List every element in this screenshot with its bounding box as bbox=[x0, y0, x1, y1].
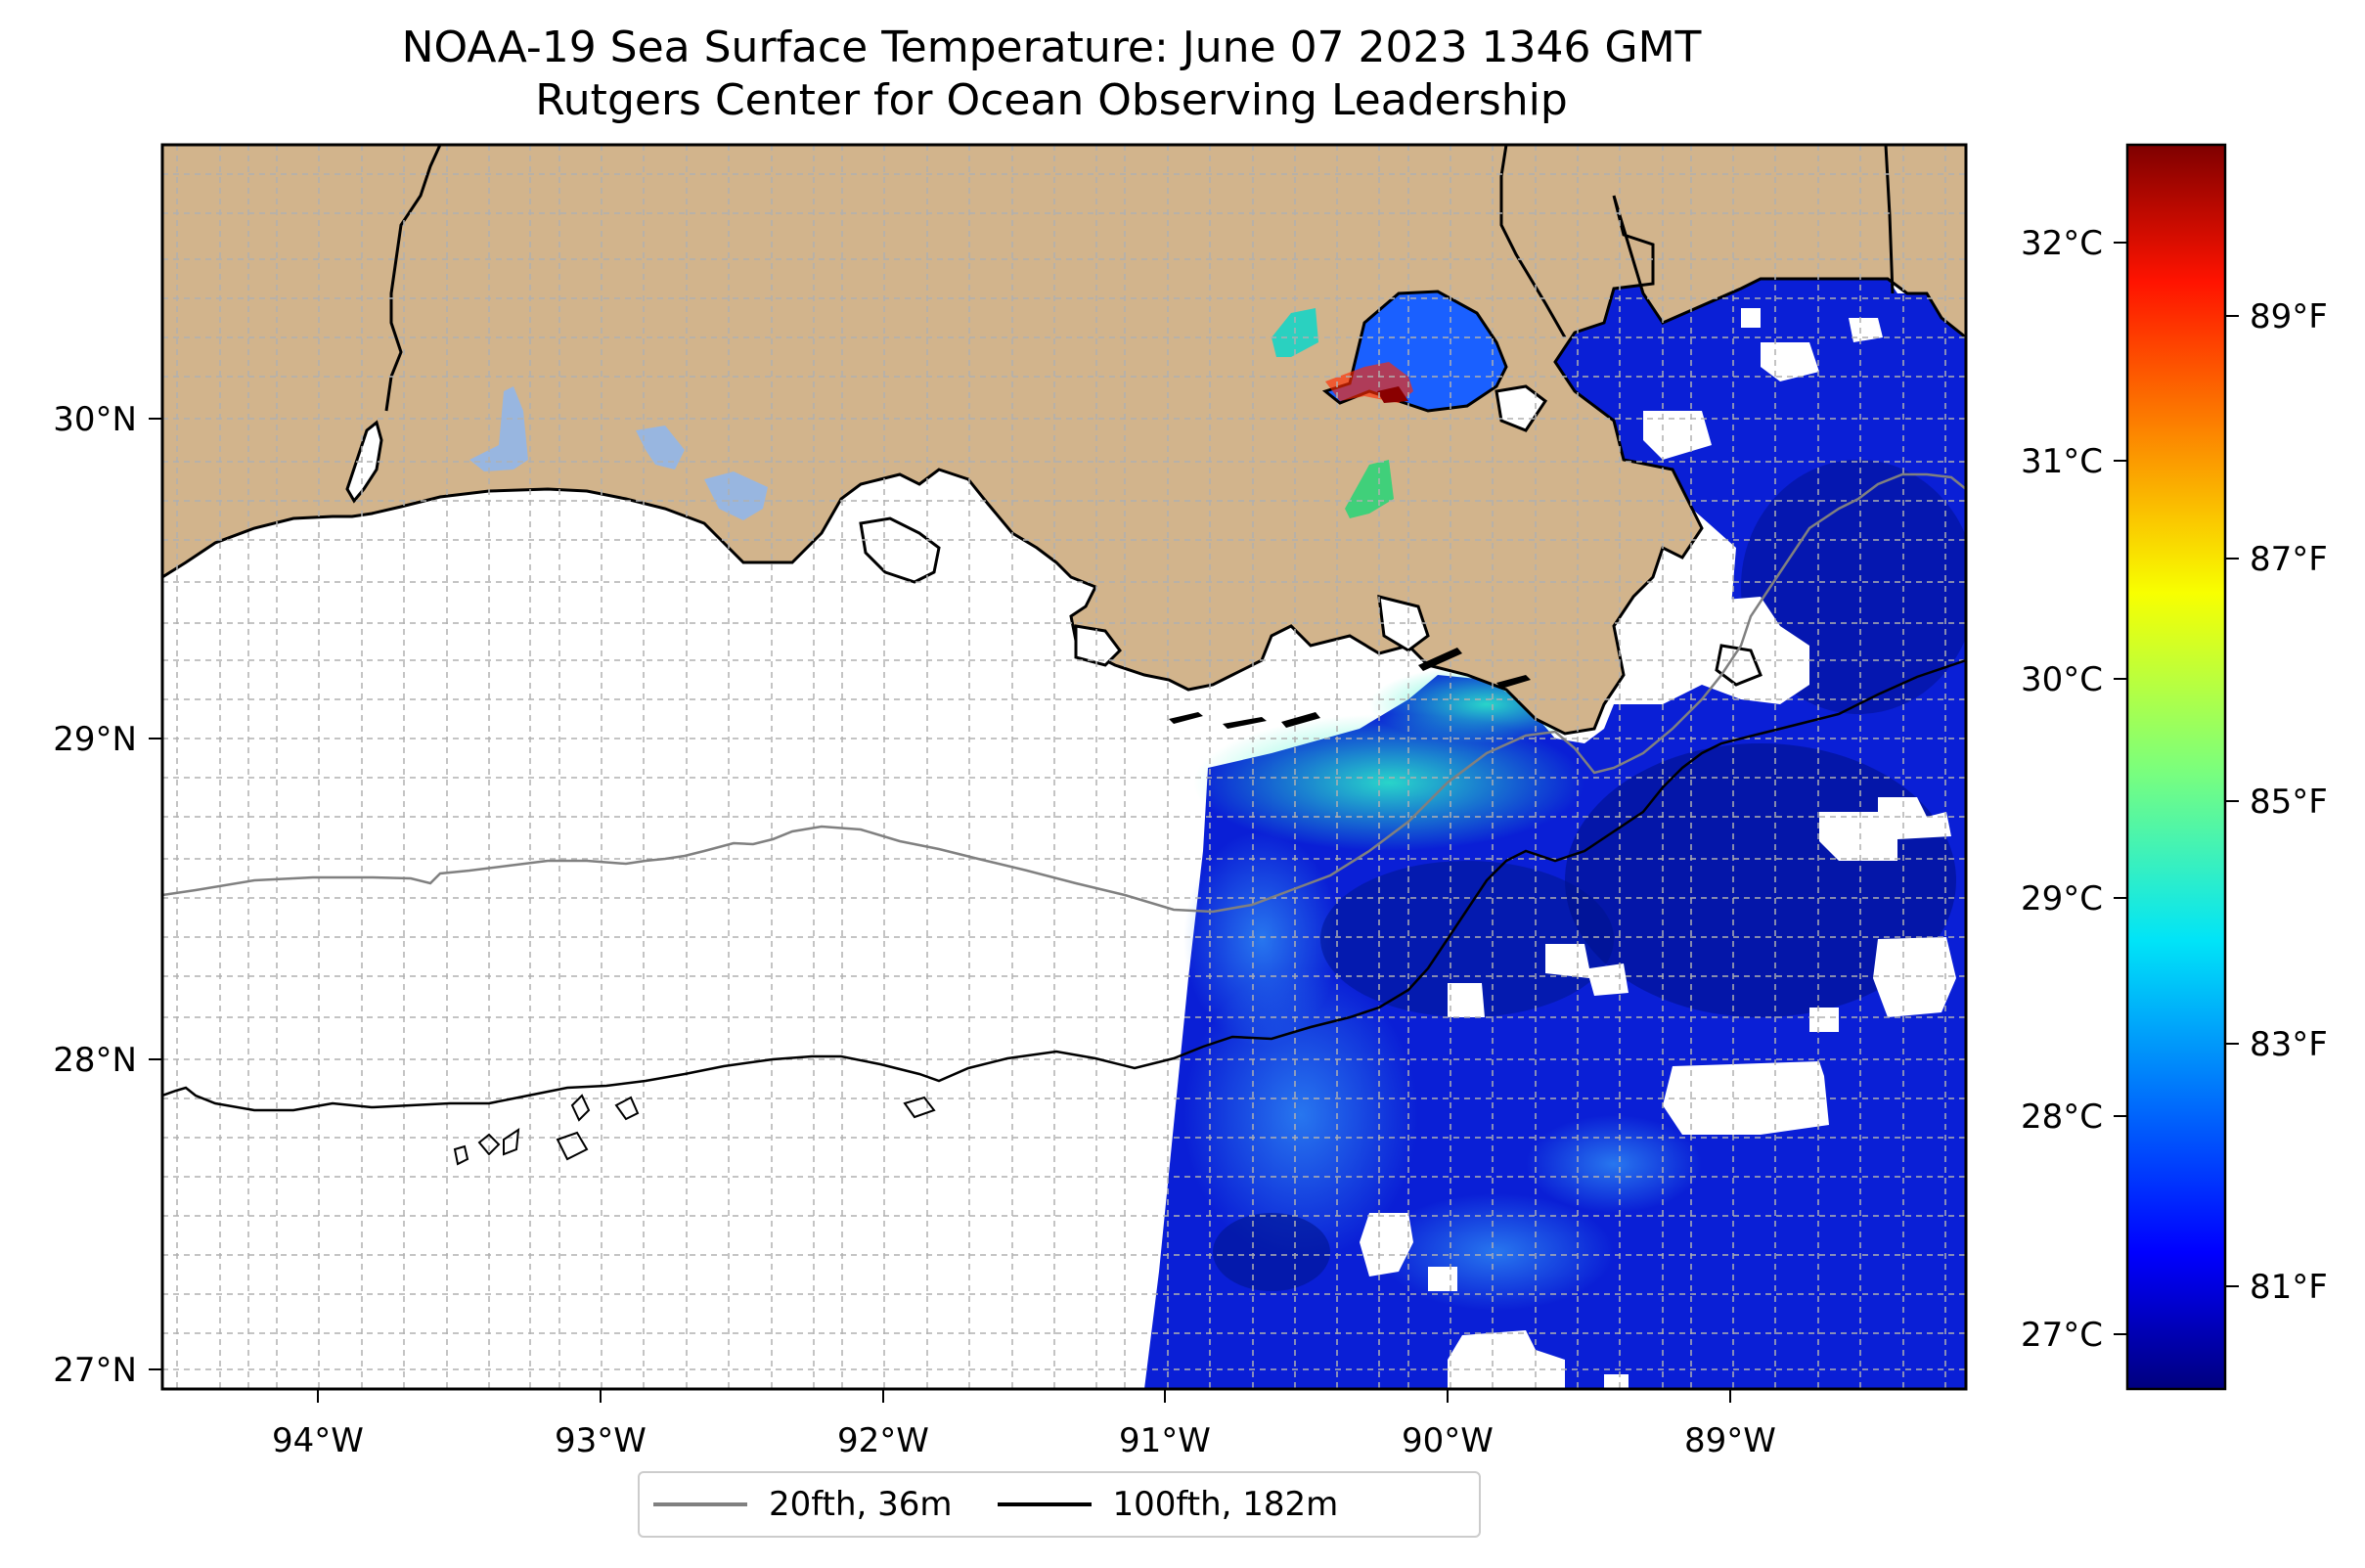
isobath-100fth bbox=[162, 658, 1966, 1112]
colorbar-celsius-labels: 32°C 31°C 30°C 29°C 28°C 27°C bbox=[2021, 224, 2103, 1355]
vermilion-bay bbox=[859, 516, 941, 584]
graticule bbox=[162, 145, 1966, 1389]
cool-patch-4 bbox=[1213, 1213, 1330, 1291]
title-line-2: Rutgers Center for Ocean Observing Leade… bbox=[535, 75, 1568, 125]
celsius-label: 32°C bbox=[2021, 224, 2103, 263]
celsius-label: 30°C bbox=[2021, 660, 2103, 699]
lat-tick-label: 29°N bbox=[53, 720, 137, 759]
fahrenheit-label: 85°F bbox=[2250, 783, 2328, 822]
lake-west-1 bbox=[469, 386, 528, 471]
celsius-label: 28°C bbox=[2021, 1098, 2103, 1137]
mid-patch-4 bbox=[1526, 1115, 1702, 1213]
state-border-west bbox=[384, 145, 442, 412]
legend-label: 100fth, 182m bbox=[1112, 1485, 1339, 1524]
legend-item-100fth: 100fth, 182m bbox=[997, 1485, 1339, 1524]
lake-west-3 bbox=[704, 471, 768, 520]
lat-ticks bbox=[149, 418, 162, 1370]
lon-tick-label: 94°W bbox=[272, 1421, 364, 1460]
chart-title: NOAA-19 Sea Surface Temperature: June 07… bbox=[0, 22, 2103, 127]
mid-patch-2 bbox=[1183, 831, 1340, 1047]
legend: 20fth, 36m 100fth, 182m bbox=[638, 1471, 1481, 1538]
fahrenheit-label: 81°F bbox=[2250, 1268, 2328, 1307]
legend-line-black bbox=[997, 1502, 1092, 1506]
lat-tick-label: 30°N bbox=[53, 400, 137, 439]
map-panel bbox=[162, 145, 1966, 1389]
fahrenheit-label: 89°F bbox=[2250, 297, 2328, 336]
lon-tick-label: 91°W bbox=[1119, 1421, 1211, 1460]
celsius-label: 31°C bbox=[2021, 442, 2103, 481]
lat-tick-label: 28°N bbox=[53, 1041, 137, 1080]
lon-tick-label: 93°W bbox=[555, 1421, 647, 1460]
sst-swath bbox=[1144, 196, 1966, 1389]
lon-tick-label: 92°W bbox=[837, 1421, 929, 1460]
fahrenheit-label: 83°F bbox=[2250, 1025, 2328, 1064]
lon-tick-label: 89°W bbox=[1684, 1421, 1776, 1460]
lon-ticks bbox=[317, 1389, 1731, 1403]
lat-tick-label: 27°N bbox=[53, 1351, 137, 1390]
cool-patch-1 bbox=[1320, 861, 1614, 1017]
lat-tick-labels: 30°N 29°N 28°N 27°N bbox=[53, 400, 137, 1390]
cloud-gaps bbox=[1360, 308, 1956, 1389]
lake-west-2 bbox=[636, 426, 685, 470]
isobath-20fth bbox=[162, 472, 1966, 914]
map-frame bbox=[160, 143, 1968, 1391]
colorbar-fahrenheit-ticks bbox=[2225, 315, 2239, 1287]
calcasieu-lake bbox=[345, 420, 383, 504]
lake-hot-core bbox=[1377, 386, 1408, 403]
state-border-ms bbox=[1499, 145, 1567, 338]
lon-tick-labels: 94°W 93°W 92°W 91°W 90°W 89°W bbox=[272, 1421, 1776, 1460]
colorbar bbox=[2125, 143, 2227, 1391]
legend-item-20fth: 20fth, 36m bbox=[653, 1485, 953, 1524]
legend-line-gray bbox=[653, 1502, 747, 1506]
state-border-al bbox=[1884, 145, 1895, 294]
barrier-islands bbox=[1169, 648, 1531, 729]
fahrenheit-label: 87°F bbox=[2250, 540, 2328, 579]
celsius-label: 29°C bbox=[2021, 879, 2103, 918]
colorbar-fahrenheit-labels: 89°F 87°F 85°F 83°F 81°F bbox=[2250, 297, 2328, 1307]
terrebonne-bay bbox=[1074, 624, 1122, 667]
celsius-label: 27°C bbox=[2021, 1316, 2103, 1355]
lake-salvador bbox=[1345, 460, 1394, 518]
delta-bay bbox=[1715, 644, 1763, 687]
lon-tick-label: 90°W bbox=[1402, 1421, 1494, 1460]
title-line-1: NOAA-19 Sea Surface Temperature: June 07… bbox=[401, 22, 1702, 72]
legend-label: 20fth, 36m bbox=[769, 1485, 953, 1524]
offshore-banks bbox=[453, 1094, 936, 1166]
colorbar-celsius-ticks bbox=[2114, 242, 2127, 1335]
mid-patch-3 bbox=[1379, 1193, 1614, 1311]
